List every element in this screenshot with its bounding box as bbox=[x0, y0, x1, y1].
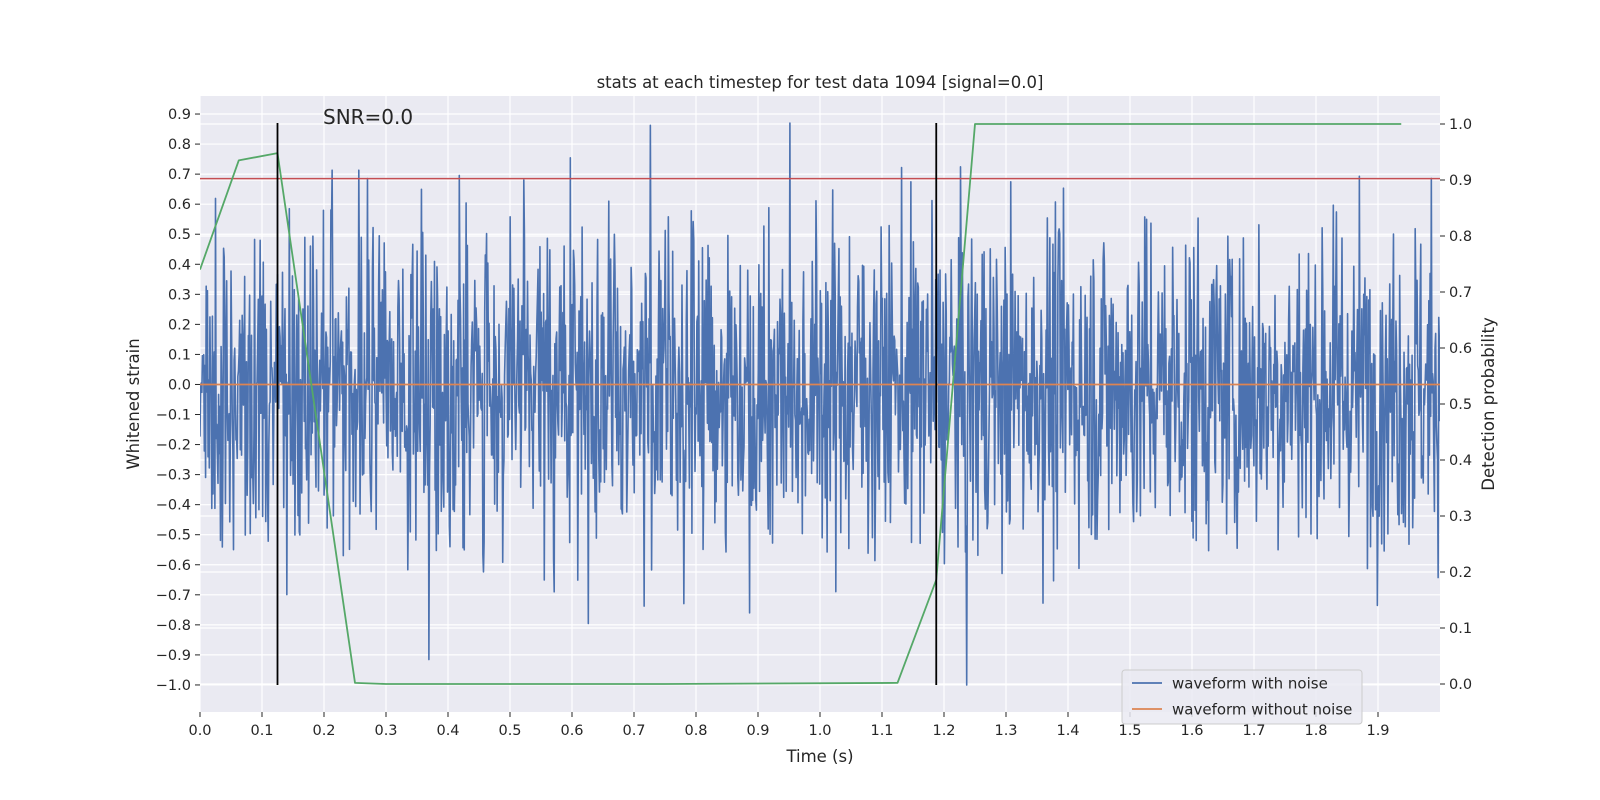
snr-annotation: SNR=0.0 bbox=[323, 105, 413, 129]
x-tick-label: 0.7 bbox=[622, 723, 645, 739]
x-tick-label: 0.1 bbox=[250, 723, 273, 739]
x-tick-label: 1.1 bbox=[870, 723, 893, 739]
y-right-tick-label: 0.2 bbox=[1449, 565, 1472, 581]
x-tick-label: 1.0 bbox=[808, 723, 831, 739]
y-left-tick-label: −0.3 bbox=[156, 468, 191, 484]
y-left-tick-label: −1.0 bbox=[156, 678, 191, 694]
y-left-tick-label: 0.2 bbox=[168, 317, 191, 333]
x-tick-label: 0.8 bbox=[684, 723, 707, 739]
y-left-tick-label: −0.8 bbox=[156, 618, 191, 634]
x-tick-label: 0.3 bbox=[374, 723, 397, 739]
x-tick-label: 0.0 bbox=[188, 723, 211, 739]
y-left-tick-label: −0.1 bbox=[156, 408, 191, 424]
y-left-tick-label: −0.4 bbox=[156, 498, 191, 514]
chart-marks bbox=[200, 122, 1440, 686]
y-axis-left-label: Whitened strain bbox=[124, 338, 143, 469]
legend-box bbox=[1121, 669, 1363, 725]
x-tick-label: 1.2 bbox=[932, 723, 955, 739]
y-left-tick-label: 0.5 bbox=[168, 227, 191, 243]
y-right-tick-label: 0.4 bbox=[1449, 453, 1472, 469]
x-tick-label: 0.4 bbox=[436, 723, 459, 739]
y-left-tick-label: 0.7 bbox=[168, 167, 191, 183]
x-tick-label: 0.5 bbox=[498, 723, 521, 739]
y-left-tick-label: −0.6 bbox=[156, 558, 191, 574]
legend-label-clean: waveform without noise bbox=[1172, 701, 1352, 719]
x-tick-label: 0.6 bbox=[560, 723, 583, 739]
y-right-tick-label: 0.9 bbox=[1449, 173, 1472, 189]
y-left-tick-label: 0.0 bbox=[168, 377, 191, 393]
y-left-tick-label: 0.9 bbox=[168, 107, 191, 123]
y-right-tick-label: 0.7 bbox=[1449, 285, 1472, 301]
x-tick-label: 1.7 bbox=[1242, 723, 1265, 739]
chart-title: stats at each timestep for test data 109… bbox=[597, 73, 1044, 92]
y-right-tick-label: 0.8 bbox=[1449, 229, 1472, 245]
y-left-tick-label: −0.7 bbox=[156, 588, 191, 604]
x-tick-label: 1.9 bbox=[1366, 723, 1389, 739]
y-left-tick-label: −0.2 bbox=[156, 438, 191, 454]
y-right-tick-label: 0.3 bbox=[1449, 509, 1472, 525]
x-axis-label: Time (s) bbox=[785, 747, 853, 766]
y-left-tick-label: 0.1 bbox=[168, 347, 191, 363]
x-tick-label: 1.5 bbox=[1118, 723, 1141, 739]
x-tick-label: 1.4 bbox=[1056, 723, 1079, 739]
y-left-tick-label: 0.4 bbox=[168, 257, 191, 273]
y-right-tick-label: 0.1 bbox=[1449, 621, 1472, 637]
series-detection-probability bbox=[200, 123, 1402, 685]
y-axis-right-label: Detection probability bbox=[1479, 317, 1498, 491]
x-tick-label: 1.6 bbox=[1180, 723, 1203, 739]
y-left-tick-label: −0.9 bbox=[156, 648, 191, 664]
y-right-tick-label: 0.5 bbox=[1449, 397, 1472, 413]
axes: 0.0 0.1 0.2 0.3 0.4 0.5 0.6 0.7 0.8 0.9 1.0 1.1 1.2 1… bbox=[156, 107, 1472, 739]
x-tick-label: 0.2 bbox=[312, 723, 335, 739]
legend-label-noise: waveform with noise bbox=[1172, 675, 1328, 693]
y-left-tick-label: 0.8 bbox=[168, 137, 191, 153]
legend: waveform with noise waveform without noi… bbox=[1121, 669, 1363, 725]
y-left-tick-label: 0.3 bbox=[168, 287, 191, 303]
series-waveform-with-noise bbox=[200, 122, 1440, 686]
x-tick-label: 0.9 bbox=[746, 723, 769, 739]
y-right-tick-label: 0.0 bbox=[1449, 677, 1472, 693]
y-left-tick-label: 0.6 bbox=[168, 197, 191, 213]
y-right-tick-label: 0.6 bbox=[1449, 341, 1472, 357]
x-tick-label: 1.3 bbox=[994, 723, 1017, 739]
y-right-tick-label: 1.0 bbox=[1449, 117, 1472, 133]
x-tick-label: 1.8 bbox=[1304, 723, 1327, 739]
y-left-tick-label: −0.5 bbox=[156, 528, 191, 544]
